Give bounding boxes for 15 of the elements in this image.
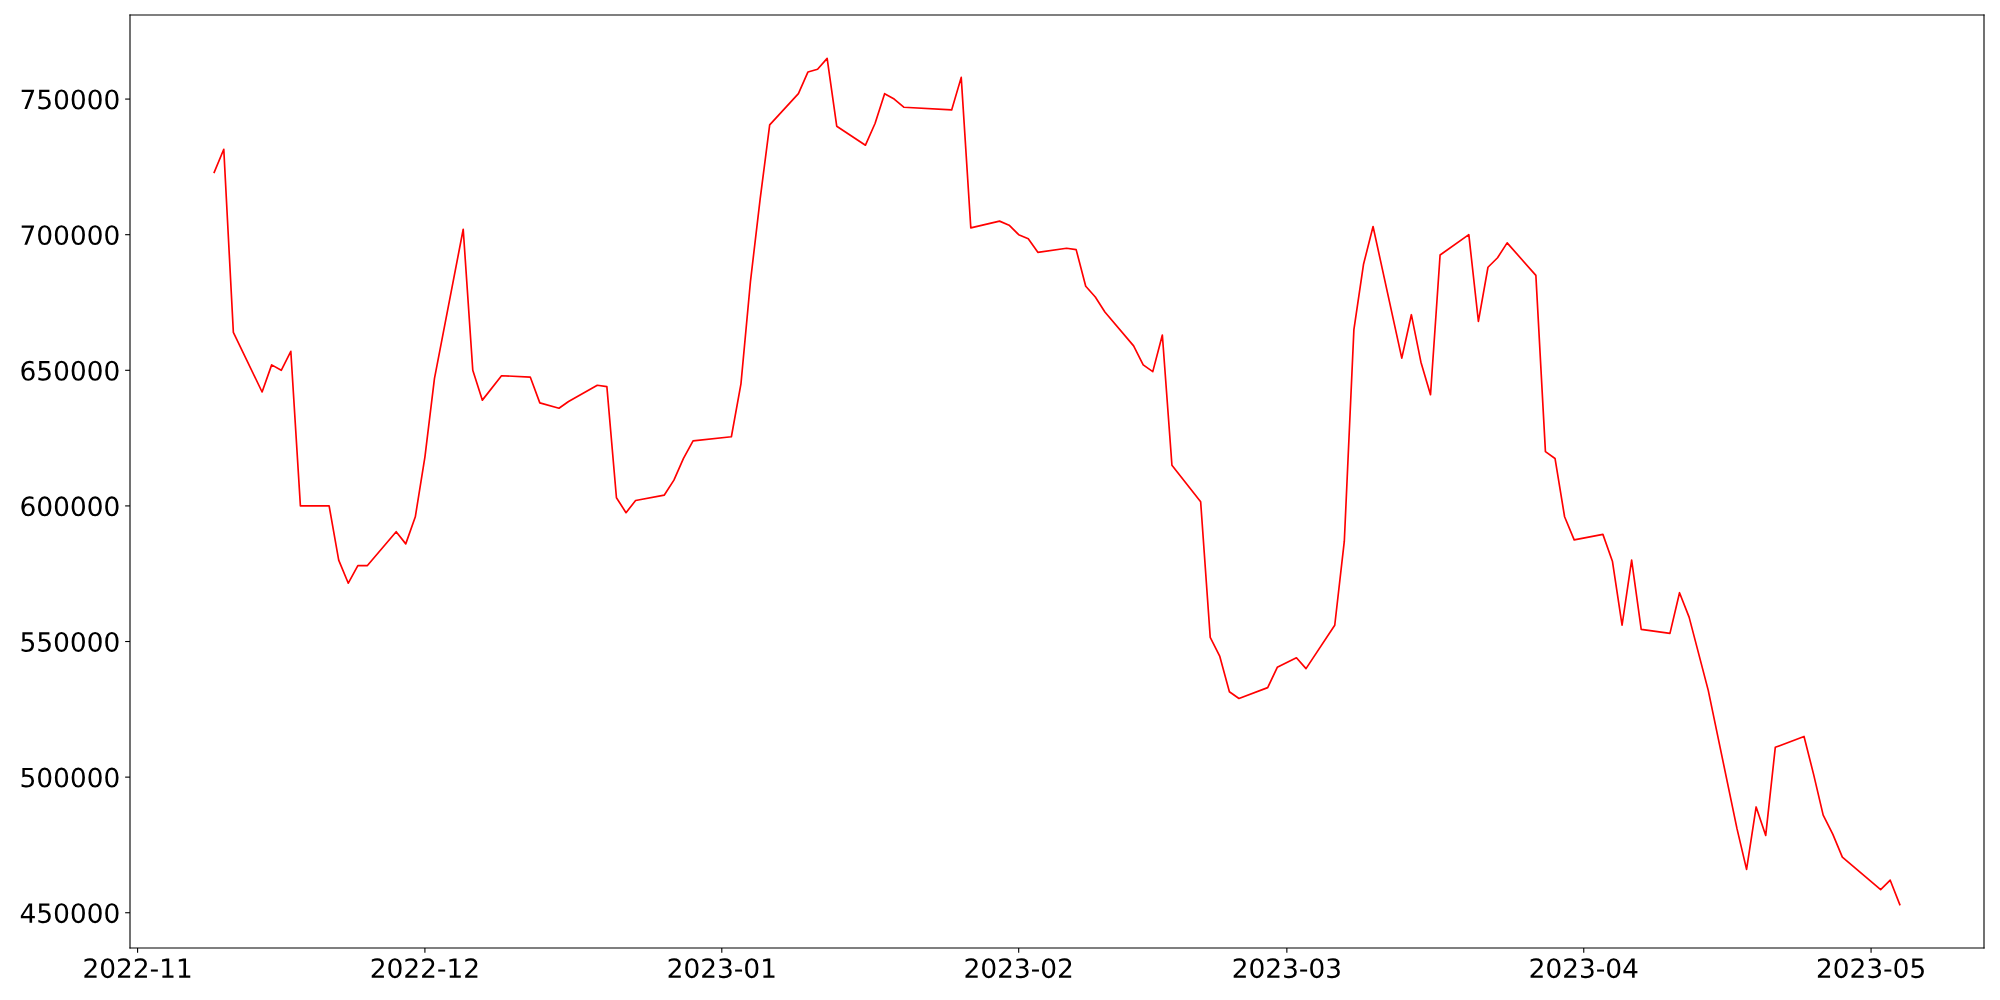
y-tick-label: 550000 [21,631,119,652]
y-tick-label: 500000 [21,767,119,788]
y-tick-label: 650000 [21,360,119,381]
y-tick-label: 750000 [21,89,119,110]
x-tick-label: 2023-03 [1233,958,1340,979]
x-tick-label: 2023-01 [668,958,775,979]
y-tick-label: 450000 [20,903,119,924]
line-series [213,57,1901,906]
y-tick-label: 600000 [21,496,119,517]
x-tick-label: 2023-02 [965,958,1072,979]
x-tick-label: 2022-12 [371,958,478,979]
x-tick-label: 2023-04 [1530,958,1638,979]
y-tick-label: 700000 [21,225,119,246]
x-tick-label: 2022-11 [84,958,191,979]
x-tick-label: 2023-05 [1817,958,1924,979]
